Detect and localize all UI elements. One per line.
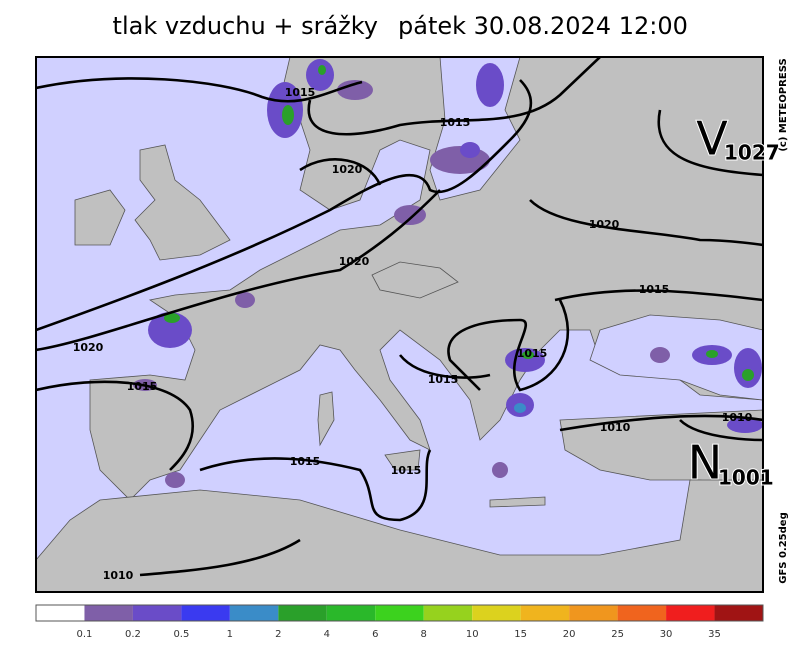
legend-swatch	[132, 605, 182, 621]
high-letter: V	[696, 112, 728, 166]
legend-label: 30	[660, 629, 673, 640]
legend-swatch	[181, 605, 230, 621]
isobar-label: 1020	[339, 255, 370, 268]
legend-swatch	[84, 605, 133, 621]
legend-swatch	[617, 605, 667, 621]
land-anatolia	[559, 409, 763, 491]
land-britain	[134, 144, 231, 261]
land-sardinia	[317, 391, 335, 447]
land-ireland	[74, 189, 126, 246]
legend-swatch	[326, 605, 376, 621]
map-frame	[35, 56, 764, 593]
legend: 0.1 0.2 0.5 1 2 4 6 8 10 15 20 25 30 35	[35, 604, 764, 640]
legend-label: 8	[421, 629, 427, 640]
land-sicily	[384, 449, 421, 471]
isobar-label: 1015	[391, 464, 422, 477]
legend-label: 20	[563, 629, 576, 640]
legend-label: 0.5	[173, 629, 189, 640]
land-crete	[489, 496, 546, 508]
isobar-label: 1015	[290, 455, 321, 468]
legend-swatch	[666, 605, 715, 621]
legend-label: 15	[514, 629, 527, 640]
legend-label: 0.1	[77, 629, 93, 640]
model-name: GFS 0.25deg	[778, 512, 789, 584]
isobar-label: 1015	[440, 116, 471, 129]
legend-swatch	[229, 605, 279, 621]
legend-swatch	[423, 605, 473, 621]
low-letter: N	[688, 436, 722, 490]
isobar-label: 1015	[639, 283, 670, 296]
legend-label: 0.2	[125, 629, 141, 640]
isobar-label: 1015	[127, 380, 158, 393]
legend-swatch	[375, 605, 424, 621]
isobar-label: 1020	[73, 341, 104, 354]
legend-label: 35	[708, 629, 721, 640]
isobars	[36, 57, 763, 577]
map: 1015 1015 1020 1020 1020 1015 1020 1015 …	[35, 56, 781, 593]
land-europe	[89, 57, 763, 501]
high-value: 1027	[724, 141, 780, 165]
legend-swatch	[36, 605, 85, 621]
datetime: pátek 30.08.2024 12:00	[398, 12, 688, 40]
copyright: (c) METEOPRESS	[778, 58, 789, 151]
title: tlak vzduchu + srážky	[113, 12, 378, 40]
legend-label: 6	[372, 629, 378, 640]
isobar-label: 1015	[428, 373, 459, 386]
isobar-label: 1020	[589, 218, 620, 231]
legend-label: 10	[466, 629, 479, 640]
legend-label: 4	[324, 629, 330, 640]
legend-swatch	[472, 605, 521, 621]
legend-frame	[35, 604, 764, 622]
isobar-label: 1010	[722, 411, 753, 424]
low-value: 1001	[718, 466, 774, 490]
precipitation	[133, 59, 763, 488]
isobar-label: 1010	[103, 569, 134, 582]
legend-swatch	[520, 605, 570, 621]
legend-swatch	[278, 605, 327, 621]
legend-label: 2	[275, 629, 281, 640]
legend-label: 25	[611, 629, 624, 640]
land-africa	[36, 479, 763, 592]
isobar-label: 1015	[285, 86, 316, 99]
legend-swatch	[714, 605, 763, 621]
czech-border	[371, 261, 459, 299]
isobar-label: 1015	[517, 347, 548, 360]
isobar-label: 1020	[332, 163, 363, 176]
legend-label: 1	[227, 629, 233, 640]
isobar-label: 1010	[600, 421, 631, 434]
black-sea	[589, 314, 763, 401]
legend-swatch	[569, 605, 618, 621]
